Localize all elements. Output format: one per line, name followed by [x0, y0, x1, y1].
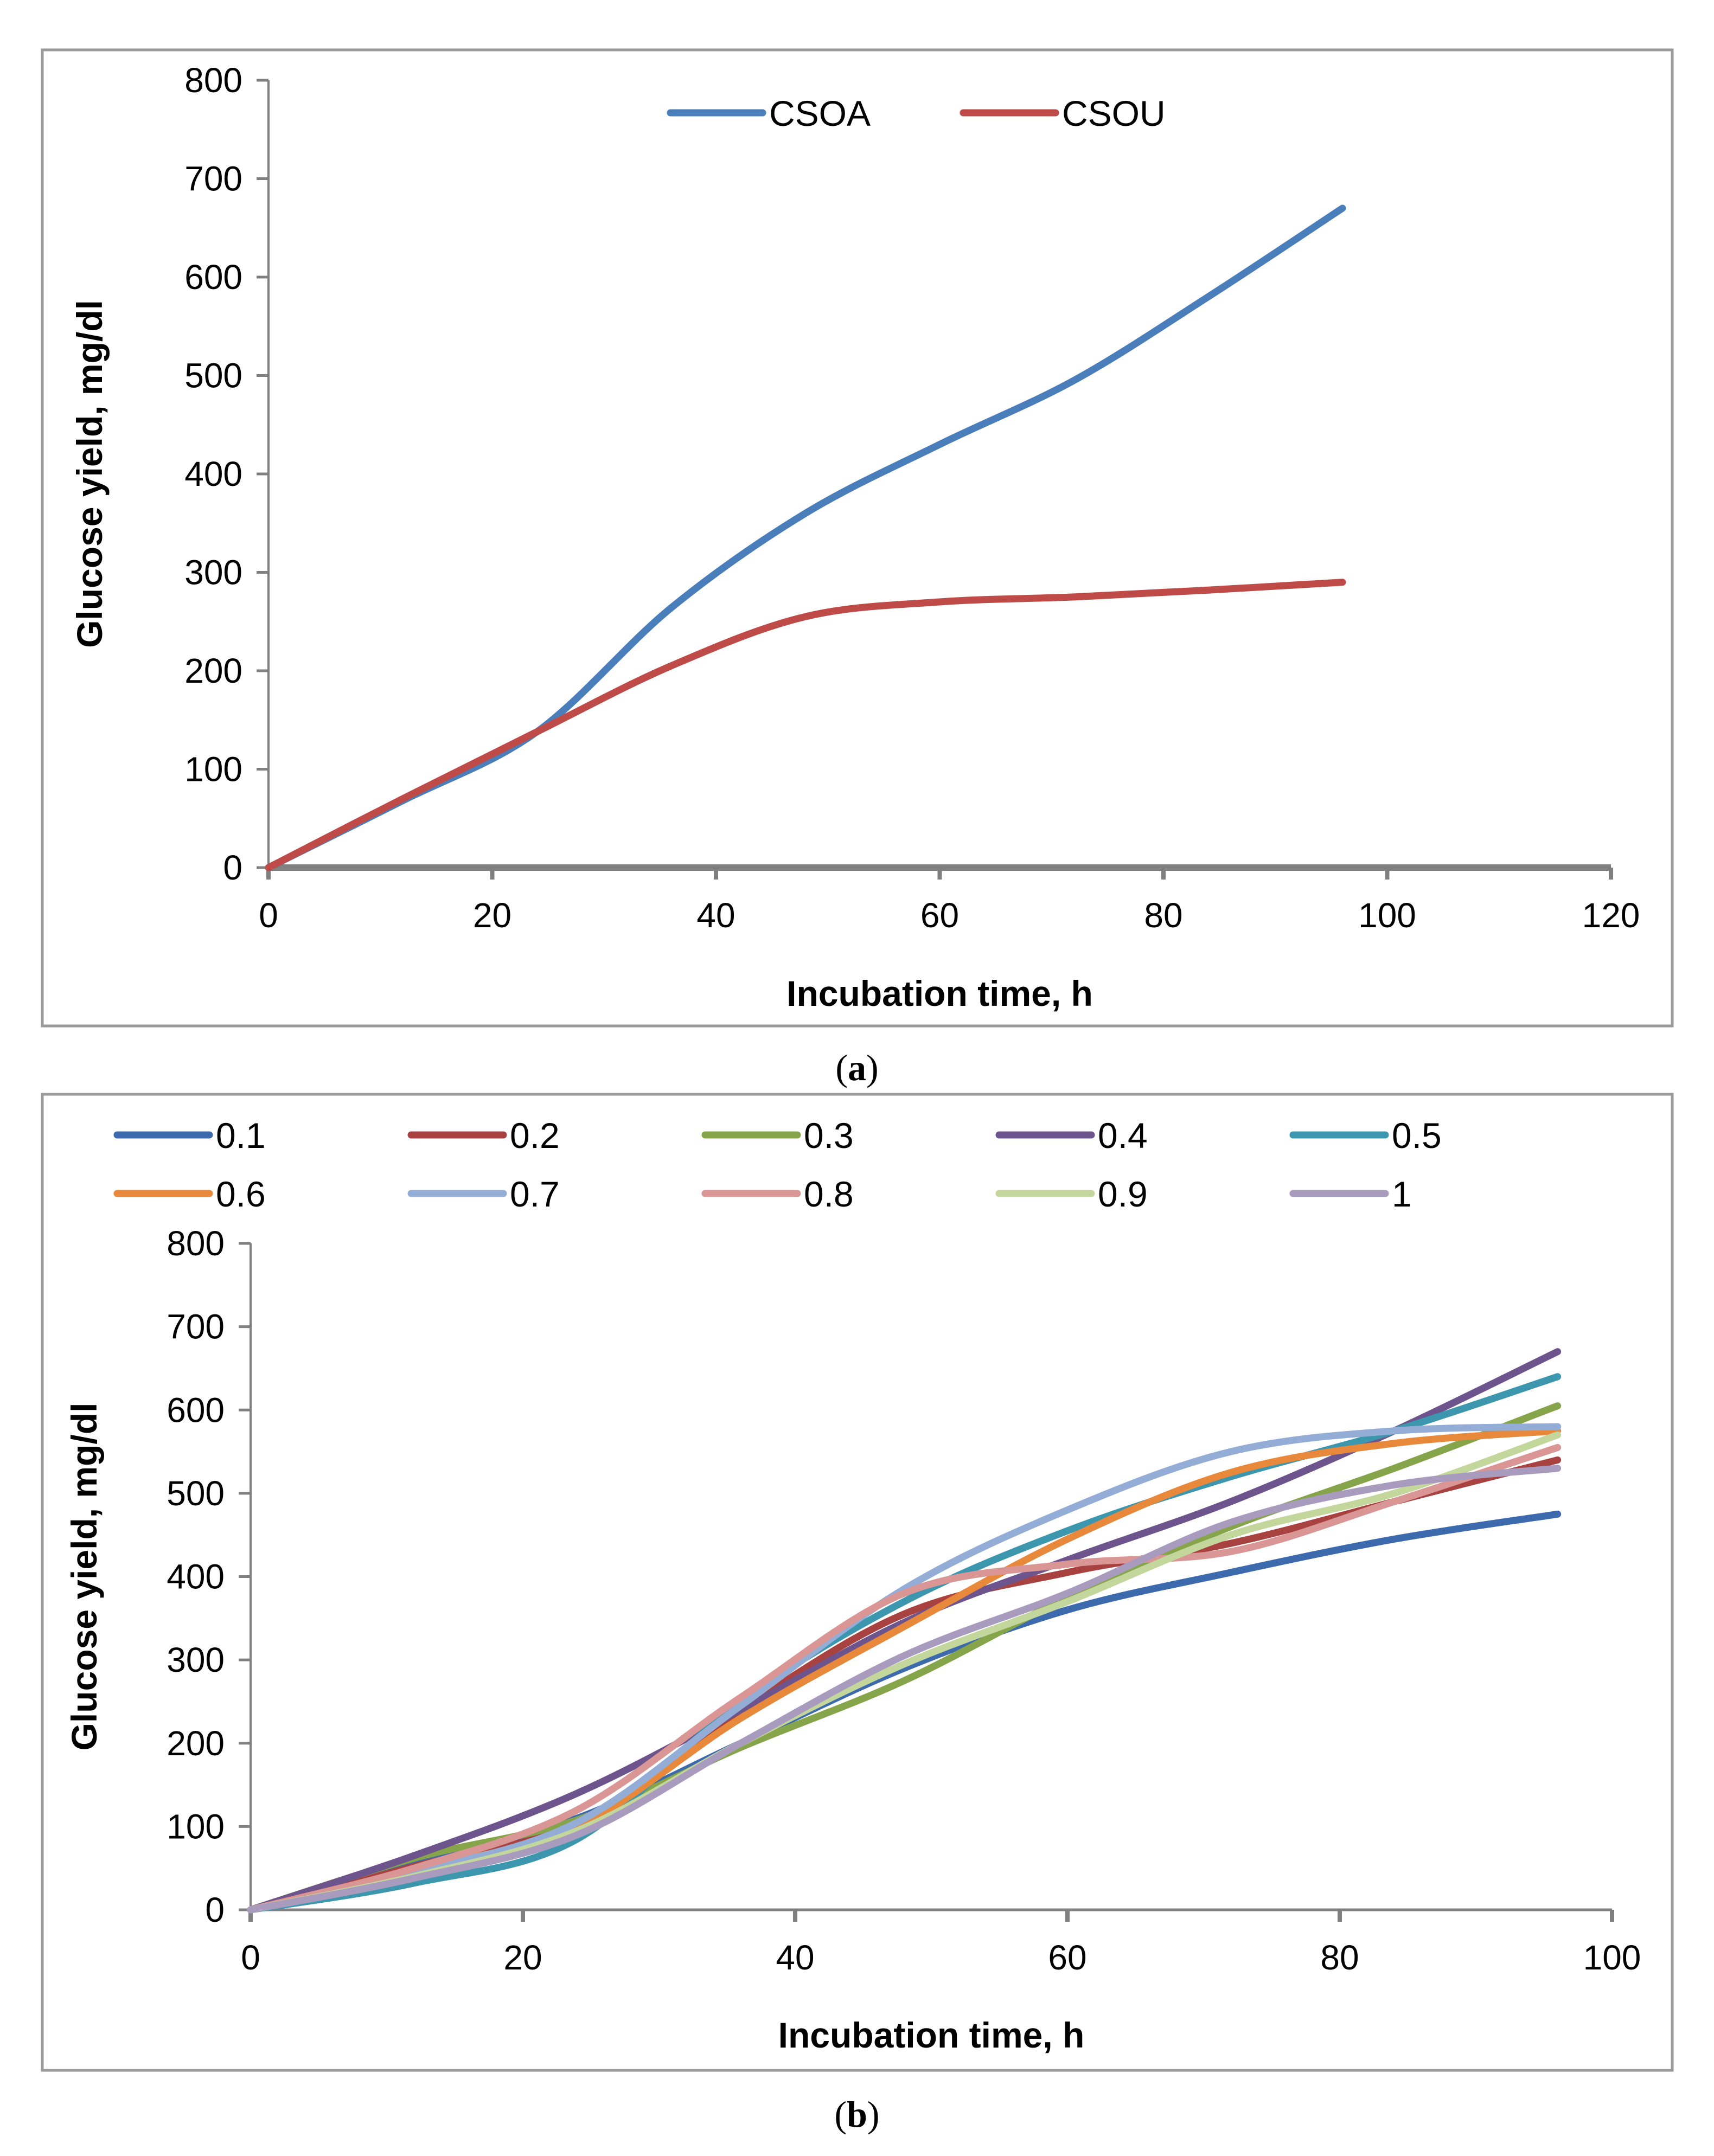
- chart-a-y-tick-label: 400: [184, 454, 242, 493]
- chart-a-x-tick-label: 100: [1358, 896, 1416, 935]
- chart-b-x-tick-label: 0: [241, 1938, 260, 1977]
- chart-b-y-axis-title: Glucose yield, mg/dl: [64, 1403, 104, 1751]
- chart-b: 0 100 200 300 400 500 600 700 800 0 20 40 60 80 100 Inc…: [64, 1115, 1641, 2055]
- chart-b-y-tick-label: 600: [167, 1390, 225, 1429]
- chart-a-series-csou-line: [265, 579, 1346, 871]
- chart-b-x-axis-title: Incubation time, h: [778, 2015, 1085, 2055]
- chart-a-y-tick-label: 700: [184, 159, 242, 198]
- caption-a: (a): [835, 1047, 878, 1088]
- chart-b-legend-label-1: 1: [1392, 1174, 1412, 1214]
- chart-a-frame: [41, 48, 1674, 1028]
- chart-b-y-tick-label: 800: [167, 1224, 225, 1263]
- chart-a-y-tick-label: 800: [184, 61, 242, 100]
- chart-b-x-tick-label: 100: [1583, 1938, 1641, 1977]
- chart-b-series-0-5-line: [247, 1373, 1562, 1914]
- chart-a-y-tick-label: 500: [184, 356, 242, 395]
- chart-a-y-axis-title: Glucose yield, mg/dl: [69, 300, 110, 648]
- chart-b-legend-label-0-9: 0.9: [1098, 1174, 1148, 1214]
- chart-a-x-tick-label: 0: [259, 896, 278, 935]
- chart-b-y-tick-label: 400: [167, 1557, 225, 1596]
- chart-a-x-tick-label: 80: [1144, 896, 1182, 935]
- chart-a-legend-label-csou: CSOU: [1062, 93, 1166, 133]
- chart-b-series-0-8-line: [247, 1443, 1562, 1914]
- chart-a: 0 100 200 300 400 500 600 700 800 0 20 40 60 80 100 120…: [69, 61, 1640, 1013]
- chart-a-x-tick-label: 120: [1582, 896, 1640, 935]
- chart-a-x-axis-title: Incubation time, h: [786, 973, 1093, 1013]
- chart-b-y-tick-label: 100: [167, 1807, 225, 1846]
- chart-a-y-tick-label: 200: [184, 651, 242, 690]
- chart-b-frame: [41, 1093, 1674, 2072]
- chart-b-y-tick-label: 500: [167, 1474, 225, 1513]
- chart-b-y-tick-label: 0: [205, 1890, 225, 1929]
- chart-a-legend-label-csoa: CSOA: [769, 93, 871, 133]
- chart-a-x-tick-label: 60: [920, 896, 959, 935]
- chart-b-x-tick-label: 60: [1048, 1938, 1086, 1977]
- chart-b-series-1-line: [247, 1465, 1562, 1914]
- chart-b-legend-label-0-8: 0.8: [804, 1174, 854, 1214]
- chart-a-y-tick-label: 100: [184, 750, 242, 789]
- chart-b-legend-label-0-3: 0.3: [804, 1115, 854, 1156]
- caption-b: (b): [834, 2094, 879, 2135]
- chart-b-legend-label-0-1: 0.1: [216, 1115, 266, 1156]
- chart-b-y-tick-label: 700: [167, 1307, 225, 1346]
- chart-b-legend-label-0-4: 0.4: [1098, 1115, 1148, 1156]
- chart-b-x-tick-label: 20: [503, 1938, 542, 1977]
- chart-b-series-0-3-line: [247, 1402, 1562, 1914]
- chart-b-x-tick-label: 40: [776, 1938, 814, 1977]
- chart-a-y-tick-label: 600: [184, 258, 242, 297]
- chart-b-legend-label-0-5: 0.5: [1392, 1115, 1442, 1156]
- chart-b-legend-label-0-7: 0.7: [510, 1174, 560, 1214]
- chart-a-y-tick-label: 0: [223, 848, 242, 887]
- chart-b-legend-label-0-6: 0.6: [216, 1174, 266, 1214]
- chart-a-y-tick-label: 300: [184, 553, 242, 592]
- chart-a-x-tick-label: 40: [696, 896, 735, 935]
- chart-a-x-tick-label: 20: [473, 896, 511, 935]
- chart-b-x-tick-label: 80: [1320, 1938, 1359, 1977]
- chart-b-y-tick-label: 300: [167, 1640, 225, 1679]
- chart-b-y-tick-label: 200: [167, 1724, 225, 1763]
- chart-b-legend-label-0-2: 0.2: [510, 1115, 560, 1156]
